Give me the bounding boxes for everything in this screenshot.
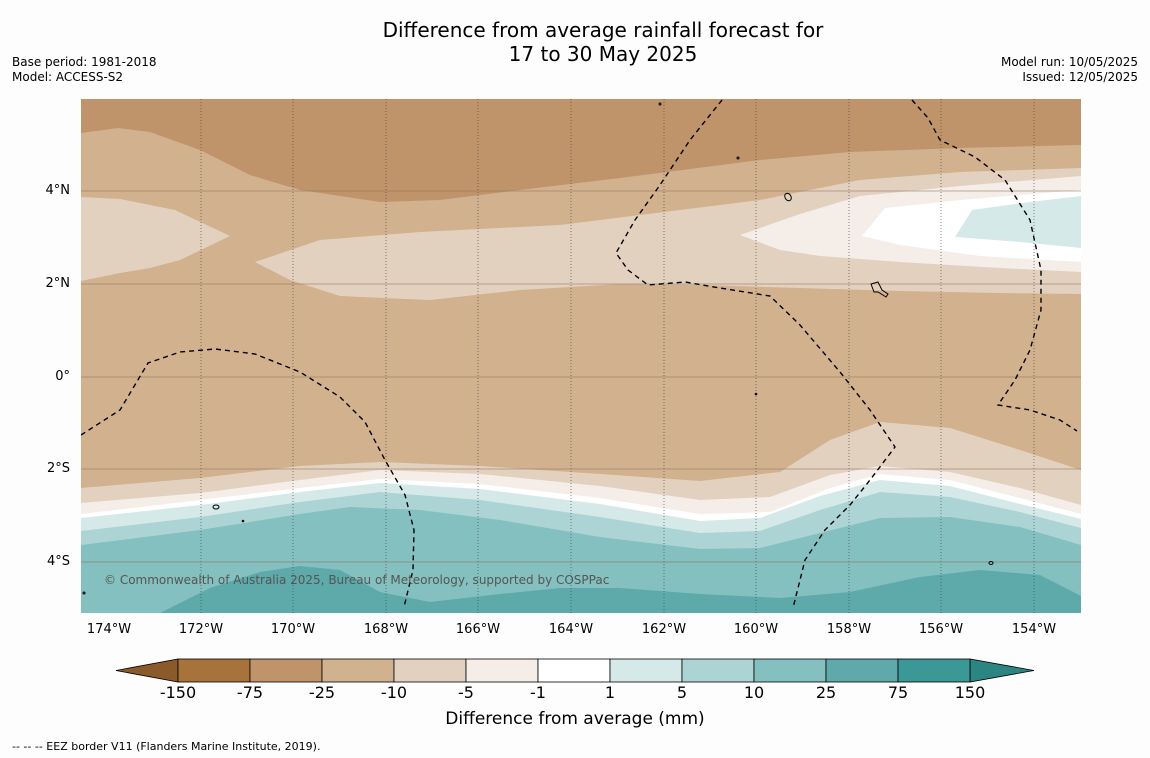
colorbar-swatch <box>897 658 971 683</box>
lat-label-4n: 4°N <box>45 183 71 198</box>
field-north-wetter <box>955 196 1081 248</box>
lon-label-174w: 174°W <box>86 622 132 637</box>
colorbar-swatch <box>537 658 611 683</box>
colorbar-tick-label: -5 <box>458 683 474 702</box>
lat-label-2s: 2°S <box>46 461 70 476</box>
map-title: Difference from average rainfall forecas… <box>300 18 906 66</box>
lat-label-4s: 4°S <box>46 554 70 569</box>
colorbar-tick-label: 5 <box>676 683 688 702</box>
colorbar-tick-label: -25 <box>308 683 336 702</box>
eez-border-lines <box>81 99 1078 609</box>
lat-label-2n: 2°N <box>45 276 71 291</box>
title-line-2: 17 to 30 May 2025 <box>508 42 698 66</box>
island-outlines <box>82 102 994 595</box>
colorbar-label: Difference from average (mm) <box>445 709 705 729</box>
colorbar-under-arrow <box>115 658 179 683</box>
latitude-lines <box>81 190 1081 563</box>
colorbar-tick-label: -1 <box>530 683 546 702</box>
lon-label-164w: 164°W <box>548 622 594 637</box>
colorbar-swatch <box>393 658 467 683</box>
colorbar-tick-label: -10 <box>380 683 408 702</box>
colorbar-tick-label: 75 <box>887 683 909 702</box>
colorbar-swatch <box>753 658 827 683</box>
model-text: Model: ACCESS-S2 <box>12 70 124 84</box>
lon-label-170w: 170°W <box>270 622 316 637</box>
colorbar-swatch <box>609 658 683 683</box>
colorbar-tick-label: 25 <box>815 683 837 702</box>
model-run-text: Model run: 10/05/2025 <box>1000 55 1138 69</box>
lon-label-160w: 160°W <box>733 622 779 637</box>
colorbar-over-arrow <box>969 658 1035 683</box>
eez-legend-footnote: -- -- -- EEZ border V11 (Flanders Marine… <box>12 740 321 753</box>
colorbar-swatch <box>465 658 539 683</box>
colorbar-tick-label: 150 <box>954 683 986 702</box>
copyright-notice: © Commonwealth of Australia 2025, Bureau… <box>104 573 609 587</box>
lon-label-156w: 156°W <box>918 622 964 637</box>
colorbar-tick-label: 10 <box>743 683 765 702</box>
title-line-1: Difference from average rainfall forecas… <box>382 18 824 42</box>
meta-right: Model run: 10/05/2025 Issued: 12/05/2025 <box>1001 55 1138 85</box>
colorbar-tick-label: -150 <box>159 683 197 702</box>
colorbar-swatch <box>177 658 251 683</box>
colorbar-swatch <box>825 658 899 683</box>
lon-label-168w: 168°W <box>363 622 409 637</box>
lon-label-166w: 166°W <box>455 622 501 637</box>
lat-label-0: 0° <box>55 369 70 384</box>
lon-label-162w: 162°W <box>641 622 687 637</box>
lon-label-172w: 172°W <box>178 622 224 637</box>
colorbar-swatch <box>321 658 395 683</box>
field-north-drier <box>81 99 1081 202</box>
lon-label-154w: 154°W <box>1011 622 1057 637</box>
field-south-wet4 <box>160 566 1081 613</box>
colorbar-swatch <box>249 658 323 683</box>
colorbar-tick-label: 1 <box>604 683 616 702</box>
base-period-text: Base period: 1981-2018 <box>12 55 157 69</box>
lon-label-158w: 158°W <box>826 622 872 637</box>
colorbar-swatch <box>681 658 755 683</box>
issued-text: Issued: 12/05/2025 <box>1022 70 1138 84</box>
field-north-moderate <box>81 197 230 281</box>
colorbar-tick-label: -75 <box>236 683 264 702</box>
meta-left: Base period: 1981-2018 Model: ACCESS-S2 <box>12 55 157 85</box>
